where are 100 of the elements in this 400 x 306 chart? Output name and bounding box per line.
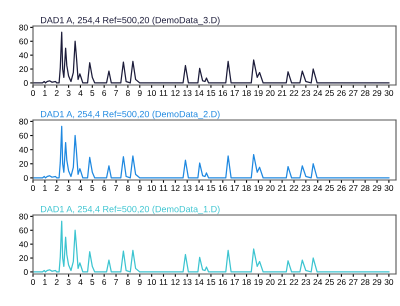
x-tick-label: 17 [230,185,239,191]
x-tick-label: 30 [384,279,394,285]
x-tick-label: 13 [183,185,192,191]
x-tick-label: 21 [278,90,286,96]
x-tick-label: 15 [206,90,216,96]
x-tick-label: 4 [78,185,83,191]
x-tick-label: 25 [325,90,334,96]
x-tick-label: 22 [290,90,298,96]
x-tick-label: 10 [148,90,156,96]
x-tick-label: 14 [195,90,204,96]
x-tick-label: 19 [254,185,263,191]
x-tick-label: 5 [90,279,94,285]
x-tick-label: 25 [325,279,334,285]
x-tick-label: 1 [43,185,47,191]
x-tick-label: 28 [360,90,370,96]
x-tick-label: 1 [43,90,47,96]
y-tick-label: 20 [19,255,28,262]
x-tick-label: 5 [90,90,94,96]
x-tick-label: 6 [102,279,106,285]
x-tick-label: 29 [372,90,382,96]
y-tick-label: 0 [24,269,28,276]
x-tick-label: 15 [206,185,216,191]
x-tick-label: 8 [126,90,130,96]
x-tick-label: 21 [278,185,286,191]
x-tick-label: 23 [302,90,310,96]
x-tick-label: 3 [66,279,71,285]
x-tick-label: 12 [171,279,180,285]
x-tick-label: 10 [148,279,156,285]
chart-title: DAD1 A, 254,4 Ref=500,20 (DemoData_2.D) [41,110,220,120]
x-tick-label: 4 [78,279,83,285]
x-tick-label: 7 [114,279,118,285]
x-tick-label: 9 [138,279,142,285]
x-tick-label: 16 [218,185,228,191]
x-tick-label: 1 [43,279,47,285]
x-tick-label: 17 [230,90,239,96]
x-tick-label: 0 [31,90,35,96]
y-tick-label: 40 [19,241,28,248]
x-tick-label: 19 [254,279,263,285]
y-tick-label: 20 [19,160,28,167]
x-tick-label: 18 [242,279,251,285]
x-tick-label: 29 [372,279,382,285]
x-tick-label: 27 [349,279,358,285]
x-tick-label: 28 [360,185,370,191]
y-tick-label: 20 [19,66,28,72]
x-tick-label: 21 [278,279,286,285]
x-tick-label: 11 [160,90,168,96]
x-tick-label: 5 [90,185,94,191]
x-tick-label: 8 [126,185,130,191]
x-tick-label: 12 [171,185,180,191]
x-tick-label: 0 [31,185,35,191]
x-tick-label: 24 [313,185,322,191]
x-tick-label: 16 [218,90,228,96]
x-tick-label: 30 [384,185,394,191]
y-tick-label: 60 [19,227,28,234]
x-tick-label: 14 [195,185,204,191]
x-tick-label: 28 [360,279,370,285]
chart-title: DAD1 A, 254,4 Ref=500,20 (DemoData_1.D) [41,206,220,214]
x-tick-label: 15 [206,279,216,285]
x-tick-label: 16 [218,279,228,285]
x-tick-label: 6 [102,90,106,96]
y-tick-label: 40 [19,146,28,153]
x-tick-label: 20 [266,185,275,191]
x-tick-label: 18 [242,90,251,96]
line-series [33,32,390,84]
x-tick-label: 2 [54,185,59,191]
x-tick-label: 20 [266,279,275,285]
x-tick-label: 20 [266,90,275,96]
x-tick-label: 30 [384,90,394,96]
x-tick-label: 13 [183,90,192,96]
x-tick-label: 10 [148,185,156,191]
x-tick-label: 2 [54,279,59,285]
x-tick-label: 3 [66,90,71,96]
y-tick-label: 0 [24,80,28,86]
x-tick-label: 27 [349,185,358,191]
x-tick-label: 25 [325,185,334,191]
x-tick-label: 7 [114,185,118,191]
x-tick-label: 19 [254,90,263,96]
x-tick-label: 7 [114,90,118,96]
x-tick-label: 23 [302,185,310,191]
x-tick-label: 26 [337,279,346,285]
x-tick-label: 26 [337,90,346,96]
x-tick-label: 17 [230,279,239,285]
x-tick-label: 11 [160,279,168,285]
y-tick-label: 40 [19,52,28,58]
x-tick-label: 29 [372,185,382,191]
x-tick-label: 12 [171,90,180,96]
x-tick-label: 8 [126,279,130,285]
x-tick-label: 2 [54,90,59,96]
x-tick-label: 13 [183,279,192,285]
y-tick-label: 60 [19,132,28,139]
chart-title: DAD1 A, 254,4 Ref=500,20 (DemoData_3.D) [41,16,220,26]
x-tick-label: 9 [138,185,142,191]
y-tick-label: 80 [19,214,28,220]
line-series [33,220,390,273]
x-tick-label: 3 [66,185,71,191]
x-tick-label: 24 [313,90,322,96]
x-tick-label: 27 [349,90,358,96]
x-tick-label: 11 [160,185,168,191]
x-tick-label: 24 [313,279,322,285]
y-tick-label: 80 [19,118,28,125]
